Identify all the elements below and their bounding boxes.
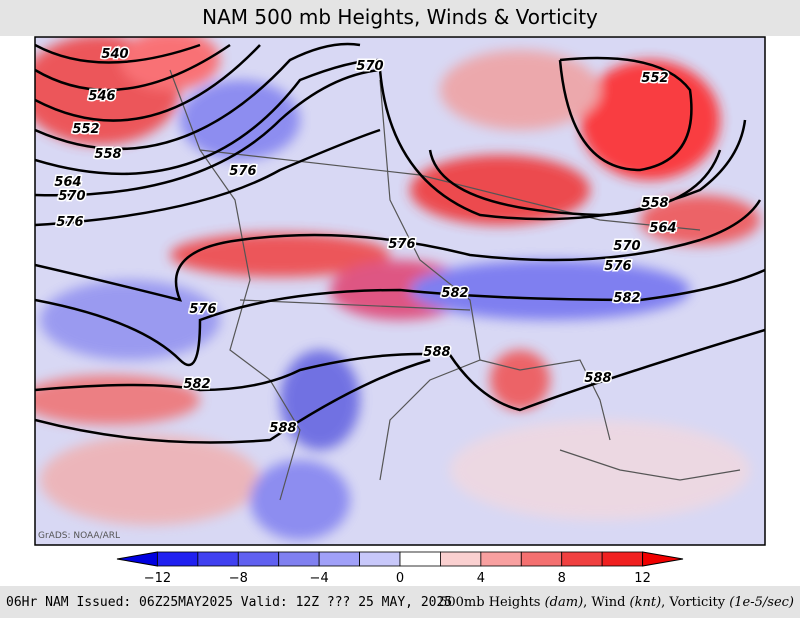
contour-label: 576 [604,259,631,274]
contour-label: 558 [641,196,668,211]
colorbar-cell [237,551,280,567]
footer-bar [0,586,800,618]
title-bar [0,0,800,36]
colorbar-tick-label: 8 [558,571,566,586]
contour-label: 552 [641,71,668,86]
contour-label: 564 [54,175,81,190]
contour-label: 576 [229,164,256,179]
footer-right-part: (1e-5/sec) [729,595,794,610]
contour-label: 558 [94,147,121,162]
colorbar-end [116,551,158,567]
colorbar-tick-label: 4 [477,571,485,586]
colorbar-cell [480,551,522,567]
map [35,37,765,545]
footer-right-part: 500mb Heights [439,595,545,610]
colorbar-cell [318,551,360,567]
colorbar-cell [399,551,441,567]
footer-right-part: (knt) [630,595,662,610]
contour-label: 552 [72,122,99,137]
colorbar-cell [561,551,603,567]
contour-label: 546 [88,89,115,104]
colorbar-tick-label: −8 [229,571,248,586]
contour-label: 564 [649,221,676,236]
footer-right-part: , Vorticity [661,595,729,610]
colorbar-tick-label: −12 [144,571,171,586]
contour-label: 576 [56,215,83,230]
colorbar-cell [601,551,643,567]
contour-label: 588 [269,421,296,436]
colorbar-tick-label: 0 [396,571,404,586]
contour-label: 540 [101,47,128,62]
footer-right: 500mb Heights (dam), Wind (knt), Vortici… [439,595,794,610]
footer-right-part: , Wind [583,595,629,610]
contour-label: 582 [613,291,640,306]
contour-label: 570 [356,59,383,74]
colorbar-cell [520,551,563,567]
contour-label: 570 [58,189,85,204]
colorbar-tick-label: 12 [634,571,651,586]
colorbar-tick-label: −4 [310,571,329,586]
colorbar-cell [197,551,239,567]
footer-left: 06Hr NAM Issued: 06Z25MAY2025 Valid: 12Z… [6,595,452,610]
contour-label: 576 [388,237,415,252]
colorbar-cell [157,551,199,567]
colorbar-end [642,551,684,567]
contour-label: 588 [423,345,450,360]
colorbar-cell [278,551,320,567]
title: NAM 500 mb Heights, Winds & Vorticity [202,5,598,29]
contour-label: 576 [189,302,216,317]
contour-label: 582 [441,286,468,301]
footer-right-part: (dam) [545,595,584,610]
contour-label: 582 [183,377,210,392]
contour-label: 570 [613,239,640,254]
map-frame [34,36,766,546]
colorbar-cell [440,551,482,567]
contour-label: 588 [584,371,611,386]
colorbar-cell [359,551,401,567]
credit: GrADS: NOAA/ARL [38,531,120,541]
